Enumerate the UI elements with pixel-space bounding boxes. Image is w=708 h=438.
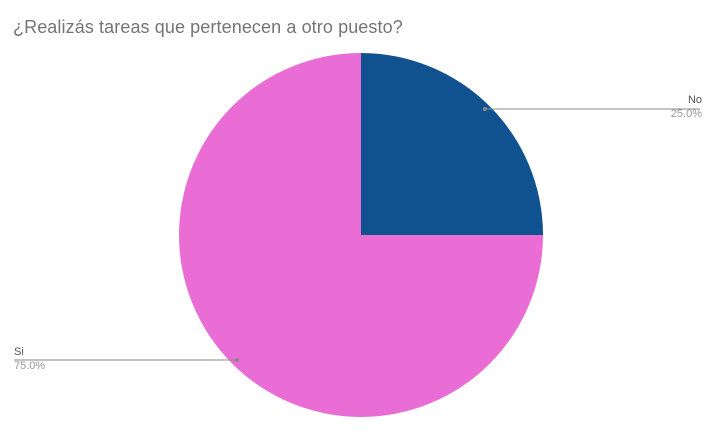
pie-slice-no[interactable] [361,53,543,235]
pie-label-si: Si 75.0% [14,345,45,373]
pie-label-no-name: No [687,94,702,106]
leader-dot-si [235,358,239,362]
chart-title: ¿Realizás tareas que pertenecen a otro p… [13,17,403,37]
leader-dot-no [483,107,487,111]
pie-label-si-name: Si [14,346,24,358]
pie-label-no-value: 25.0% [670,108,702,120]
pie-label-si-value: 75.0% [14,360,46,372]
pie-label-no: No 25.0% [671,93,702,121]
